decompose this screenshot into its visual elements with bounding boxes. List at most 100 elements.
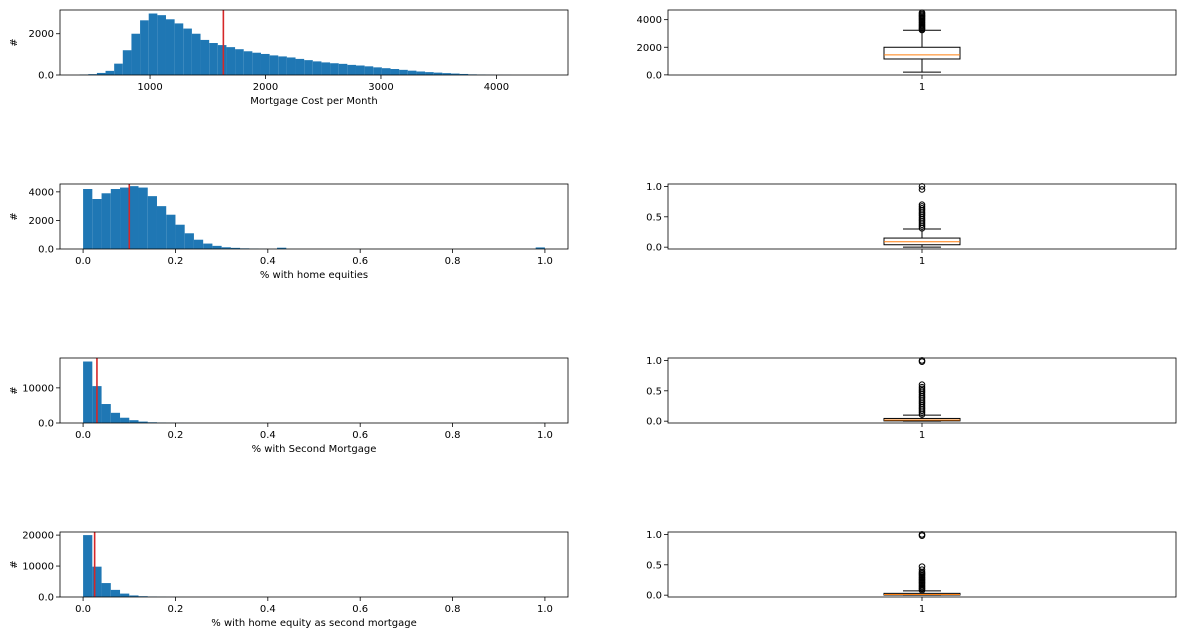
y-axis-label: # — [9, 212, 20, 220]
histogram-bar — [221, 247, 231, 249]
histogram-panel-1: 1000 2000 3000 4000 0.0 2000 Mortgage Cost per… — [9, 9, 569, 107]
box-ytick-label: 1.0 — [646, 356, 662, 367]
hist-ytick-label: 0.0 — [38, 419, 54, 430]
y-axis-label: # — [9, 38, 20, 46]
histogram-bar — [174, 23, 184, 76]
histogram-bar — [416, 71, 426, 75]
histogram-bar — [203, 243, 213, 249]
histogram-bar — [399, 69, 408, 75]
histogram-bar — [120, 417, 130, 423]
histogram-bar — [110, 412, 121, 423]
xtick-label: 0.2 — [168, 256, 184, 267]
histogram-bar — [165, 19, 175, 76]
xtick-label: 0.8 — [445, 430, 461, 441]
histogram-bar — [88, 74, 97, 75]
histogram-bar — [83, 189, 93, 249]
outlier-point — [918, 357, 926, 364]
histogram-panel-4: 0.0 0.2 0.4 0.6 0.8 1.0 0.0 10000 20000 % with ho… — [9, 531, 569, 629]
xtick-label: 0.0 — [75, 430, 91, 441]
box-ytick-label: 1.0 — [646, 530, 662, 541]
x-axis-label: % with home equity as second mortgage — [211, 618, 416, 629]
histogram-bar — [212, 245, 222, 249]
histogram-bar — [217, 45, 227, 75]
histogram-bar — [131, 33, 141, 75]
xtick-label: 0.6 — [352, 430, 368, 441]
histogram-bar — [175, 224, 185, 249]
hist-ytick-label: 0.0 — [38, 593, 54, 604]
xtick-label: 1.0 — [537, 430, 553, 441]
outlier-point — [918, 385, 926, 393]
histogram-bar — [295, 58, 305, 75]
histogram-bar — [230, 247, 241, 249]
outlier-point — [918, 531, 926, 538]
xtick-label: 0.4 — [260, 256, 276, 267]
histogram-bar — [209, 43, 218, 75]
histogram-bar — [442, 73, 451, 75]
outlier-point — [918, 203, 926, 210]
xtick-label: 0.4 — [260, 430, 276, 441]
xtick-label: 1.0 — [537, 604, 553, 615]
histogram-bar — [193, 239, 204, 249]
xtick-label: 0.0 — [75, 604, 91, 615]
outlier-point — [918, 183, 926, 190]
xtick-label: 2000 — [253, 82, 278, 93]
x-axis-label: Mortgage Cost per Month — [250, 96, 377, 107]
box-ytick-label: 0.5 — [646, 386, 662, 397]
box-ytick-label: 0.0 — [646, 591, 662, 602]
histogram-bar — [120, 593, 130, 597]
outlier-point — [918, 566, 926, 573]
axes-frame — [59, 357, 569, 424]
axes-frame — [59, 9, 569, 76]
boxplot-panel-4: 1 0.0 0.5 1.0 — [646, 530, 1177, 615]
histogram-bar — [381, 68, 391, 75]
histogram-bar — [138, 421, 148, 423]
histogram-bar — [101, 583, 111, 597]
histogram-bar — [355, 65, 365, 75]
outlier-point — [918, 563, 926, 570]
hist-ytick-label: 4000 — [29, 187, 54, 198]
histogram-bar — [114, 63, 123, 75]
histogram-bar — [122, 50, 132, 75]
histogram-bar — [110, 189, 121, 249]
histogram-bar — [278, 56, 287, 75]
histogram-bar — [433, 72, 443, 75]
box-ytick-label: 0.0 — [646, 417, 662, 428]
y-axis-label: # — [9, 386, 20, 394]
xtick-label: 4000 — [484, 82, 509, 93]
xtick-label: 1 — [919, 604, 925, 615]
xtick-label: 0.8 — [445, 256, 461, 267]
histogram-bar — [140, 20, 149, 76]
boxplot-panel-2: 1 0.0 0.5 1.0 — [646, 182, 1177, 267]
histogram-bar — [183, 28, 192, 76]
histogram-bar — [330, 63, 339, 75]
histogram-panel-2: 0.0 0.2 0.4 0.6 0.8 1.0 0.0 2000 4000 % with home… — [9, 183, 569, 281]
histogram-bar — [243, 51, 253, 75]
outlier-point — [918, 204, 926, 212]
hist-ytick-label: 2000 — [29, 216, 54, 227]
histogram-bar — [147, 196, 157, 249]
histogram-bar — [407, 70, 417, 75]
xtick-label: 1 — [919, 82, 925, 93]
histogram-bar — [92, 199, 102, 249]
xtick-label: 3000 — [368, 82, 393, 93]
hist-ytick-label: 10000 — [22, 562, 54, 573]
histogram-bar — [312, 61, 322, 75]
histogram-bar — [105, 70, 115, 75]
box-ytick-label: 0.0 — [646, 243, 662, 254]
histogram-bar — [535, 247, 545, 249]
histogram-bar — [156, 206, 167, 249]
hist-ytick-label: 0.0 — [38, 245, 54, 256]
xtick-label: 1000 — [137, 82, 162, 93]
xtick-label: 0.6 — [352, 604, 368, 615]
histogram-bar — [269, 55, 279, 75]
histogram-bar — [321, 62, 331, 75]
histogram-bar — [260, 53, 270, 75]
outlier-point — [918, 381, 926, 389]
hist-ytick-label: 10000 — [22, 383, 54, 394]
histogram-bar — [83, 361, 93, 423]
histogram-bar — [129, 420, 139, 423]
histogram-bar — [101, 193, 111, 249]
hist-ytick-label: 2000 — [29, 29, 54, 40]
xtick-label: 0.0 — [75, 256, 91, 267]
